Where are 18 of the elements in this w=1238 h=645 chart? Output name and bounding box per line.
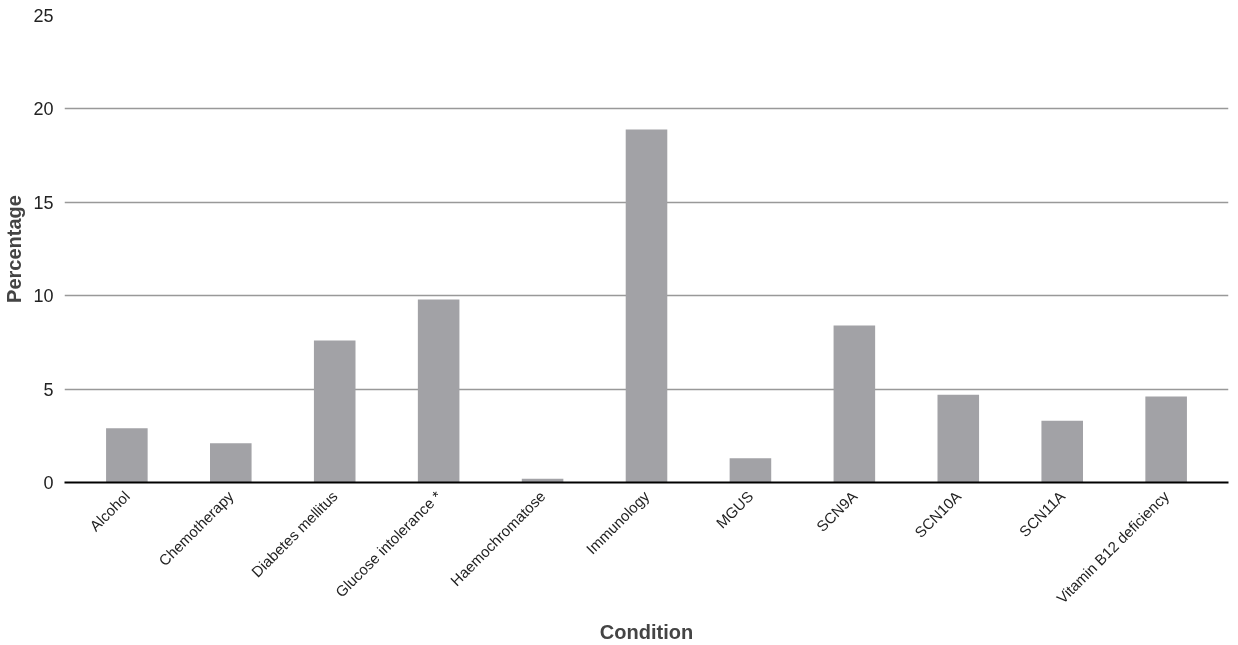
bar [833, 325, 876, 483]
bar [106, 428, 148, 483]
bar [313, 340, 356, 483]
y-tick-label: 5 [43, 379, 54, 400]
y-tick-label: 10 [33, 286, 54, 307]
y-axis-title: Percentage [3, 195, 26, 303]
y-tick-label: 15 [33, 192, 54, 213]
y-tick-label: 0 [43, 473, 54, 493]
bar [417, 299, 460, 483]
y-tick-label: 20 [33, 99, 54, 120]
x-axis-title: Condition [599, 620, 694, 643]
y-tick-label: 25 [33, 6, 54, 26]
bar [937, 394, 980, 483]
bar [625, 129, 668, 483]
bar [1145, 396, 1187, 483]
bar [1041, 420, 1083, 483]
bar [729, 458, 772, 483]
bar [210, 443, 252, 483]
